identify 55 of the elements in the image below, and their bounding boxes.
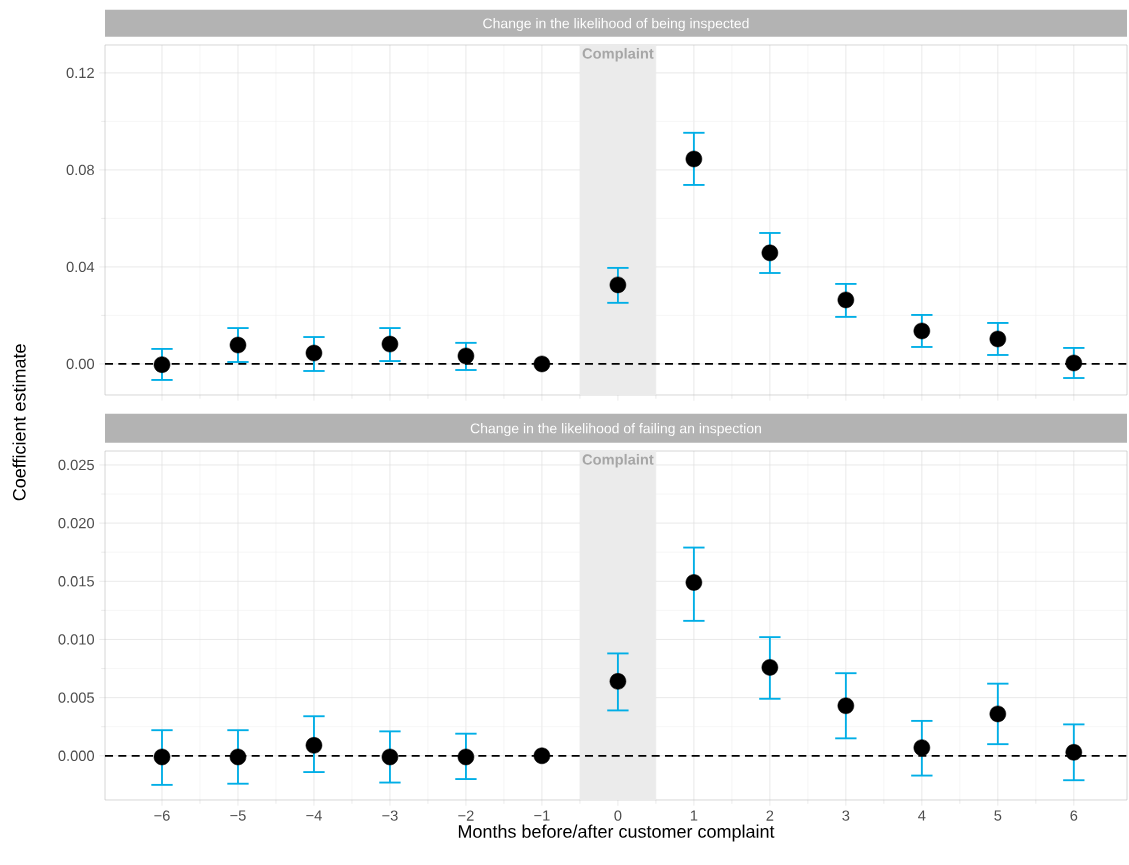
x-tick-label: 1 <box>690 810 698 821</box>
point <box>609 673 627 690</box>
y-tick-label: 0.020 <box>58 517 95 529</box>
y-tick-label: 0.04 <box>66 261 95 273</box>
point <box>913 739 931 756</box>
x-tick-label: −6 <box>154 810 170 821</box>
y-tick-label: 0.025 <box>58 459 94 471</box>
point <box>305 737 323 754</box>
x-tick-label: −3 <box>382 810 398 821</box>
chart-title: Change in the likelihood of failing an inspection <box>470 423 761 437</box>
y-tick-label: 0.000 <box>58 750 95 761</box>
point <box>609 276 627 294</box>
point <box>533 355 551 373</box>
point <box>533 747 551 765</box>
point <box>381 335 399 353</box>
x-tick-label: −5 <box>230 810 246 821</box>
y-tick-label: 0.015 <box>58 576 94 587</box>
y-axis-title: Coefficient estimate <box>12 344 26 501</box>
x-tick-label: 6 <box>1070 810 1078 821</box>
x-tick-label: 2 <box>766 810 774 821</box>
point <box>457 748 475 766</box>
point <box>457 347 475 365</box>
point <box>685 574 703 591</box>
x-tick-label: −4 <box>306 810 322 821</box>
y-tick-label: 0.00 <box>66 358 95 370</box>
y-tick-label: 0.08 <box>66 164 94 176</box>
x-tick-label: −2 <box>458 810 474 821</box>
point <box>229 336 247 354</box>
point <box>989 330 1007 348</box>
point <box>1065 744 1083 761</box>
point <box>381 748 399 766</box>
point <box>229 748 247 766</box>
point <box>305 344 323 362</box>
y-tick-label: 0.12 <box>66 67 94 79</box>
x-axis-title: Months before/after customer complaint <box>458 824 775 842</box>
x-tick-label: 0 <box>614 810 622 821</box>
chart-title: Change in the likelihood of being inspected <box>483 18 749 32</box>
point <box>1065 354 1083 372</box>
y-tick-label: 0.010 <box>58 634 95 645</box>
point <box>685 150 703 168</box>
point <box>153 356 171 373</box>
band-label: Complaint <box>582 453 654 468</box>
y-tick-label: 0.005 <box>58 692 94 703</box>
x-tick-label: 3 <box>842 810 850 821</box>
point <box>837 291 855 309</box>
point <box>153 748 171 766</box>
point <box>837 697 855 715</box>
x-tick-label: 4 <box>918 810 926 821</box>
point <box>989 705 1007 723</box>
point <box>761 244 779 262</box>
x-tick-label: −1 <box>534 810 550 821</box>
x-tick-label: 5 <box>994 810 1002 821</box>
point <box>913 322 931 340</box>
band-label: Complaint <box>582 47 654 62</box>
point <box>761 659 779 676</box>
